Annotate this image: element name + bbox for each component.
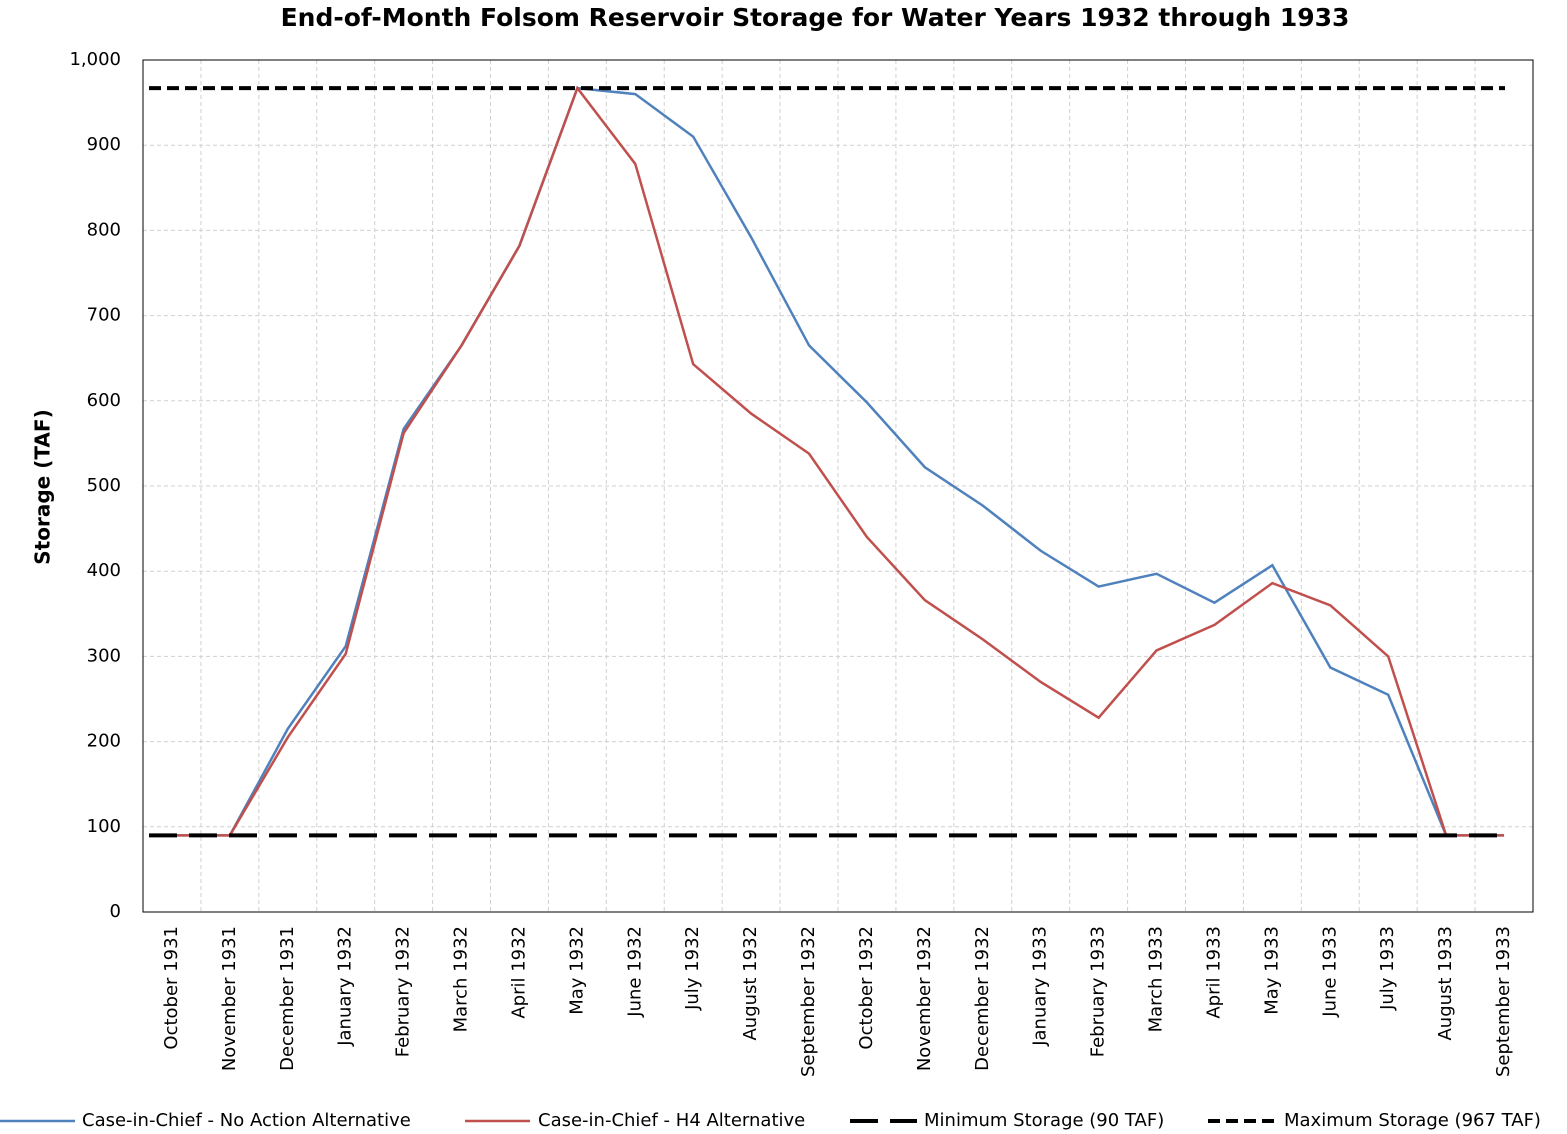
- x-tick-label: January 1932: [335, 926, 356, 1047]
- y-tick-label: 200: [87, 731, 121, 752]
- legend-label: Maximum Storage (967 TAF): [1284, 1110, 1541, 1131]
- x-tick-label: June 1932: [624, 926, 645, 1018]
- x-tick-label: July 1933: [1377, 926, 1398, 1011]
- y-tick-label: 900: [87, 134, 121, 155]
- chart-title: End-of-Month Folsom Reservoir Storage fo…: [281, 3, 1350, 32]
- x-tick-label: August 1933: [1435, 926, 1456, 1041]
- x-tick-label: January 1933: [1030, 926, 1051, 1047]
- x-tick-label: December 1932: [972, 926, 993, 1071]
- legend-label: Case-in-Chief - No Action Alternative: [82, 1110, 411, 1131]
- x-tick-label: April 1932: [508, 926, 529, 1019]
- x-tick-label: August 1932: [740, 926, 761, 1041]
- x-tick-label: December 1931: [277, 926, 298, 1071]
- x-tick-label: October 1932: [856, 926, 877, 1050]
- series-line: [171, 85, 1505, 837]
- x-tick-label: February 1932: [393, 926, 414, 1057]
- x-tick-label: September 1932: [798, 926, 819, 1077]
- x-tick-label: October 1931: [161, 926, 182, 1050]
- y-axis-label: Storage (TAF): [31, 409, 55, 564]
- y-tick-label: 700: [87, 305, 121, 326]
- x-tick-label: November 1932: [914, 926, 935, 1071]
- legend-label: Minimum Storage (90 TAF): [924, 1110, 1164, 1131]
- y-tick-label: 0: [110, 901, 121, 922]
- y-tick-label: 400: [87, 560, 121, 581]
- x-tick-label: June 1933: [1319, 926, 1340, 1018]
- y-tick-label: 800: [87, 219, 121, 240]
- y-tick-label: 100: [87, 816, 121, 837]
- x-tick-label: July 1932: [682, 926, 703, 1011]
- y-tick-label: 500: [87, 475, 121, 496]
- plot-frame: [142, 59, 1534, 913]
- x-tick-label: April 1933: [1203, 926, 1224, 1019]
- x-tick-label: September 1933: [1493, 926, 1514, 1077]
- y-tick-label: 300: [87, 645, 121, 666]
- y-tick-label: 600: [87, 390, 121, 411]
- x-tick-label: March 1933: [1146, 926, 1167, 1032]
- x-tick-label: May 1933: [1261, 926, 1282, 1015]
- x-tick-label: February 1933: [1088, 926, 1109, 1057]
- x-tick-label: November 1931: [219, 926, 240, 1071]
- y-tick-label: 1,000: [69, 49, 121, 70]
- x-tick-label: May 1932: [566, 926, 587, 1015]
- legend-label: Case-in-Chief - H4 Alternative: [538, 1110, 805, 1131]
- x-tick-label: March 1932: [451, 926, 472, 1032]
